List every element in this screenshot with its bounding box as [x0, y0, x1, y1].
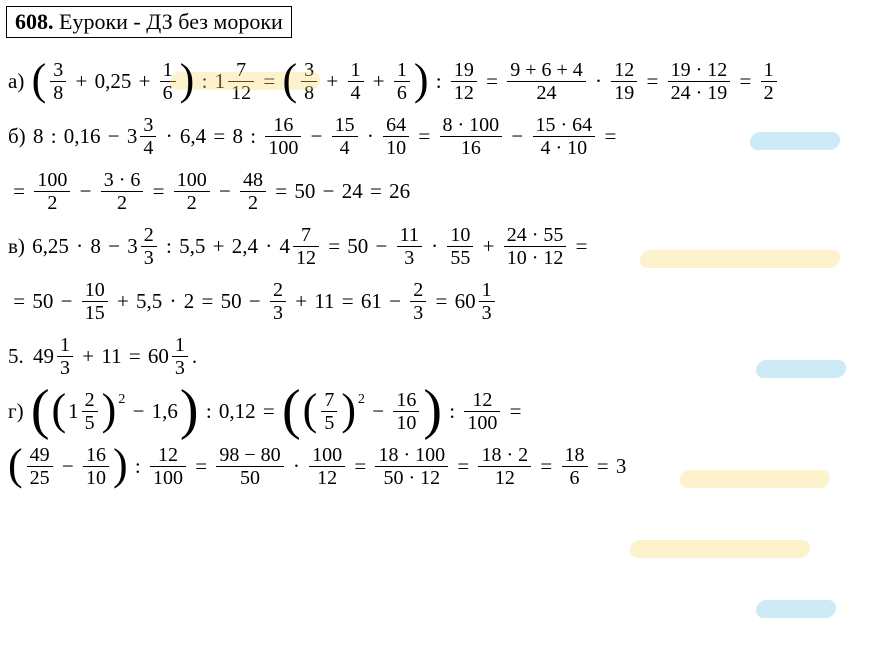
line-v3: 5. 4913 + 11 = 6013 . [8, 335, 866, 378]
frac: 113 [397, 225, 422, 268]
frac: 98 − 8050 [216, 445, 283, 488]
frac: 23 [410, 280, 426, 323]
frac: 482 [240, 170, 266, 213]
frac: 23 [270, 280, 286, 323]
frac: 1002 [174, 170, 210, 213]
mixed: 334 [127, 115, 159, 158]
mixed: 323 [127, 225, 159, 268]
frac: 14 [348, 60, 364, 103]
line-v2: = 50 − 1015 + 5,5 · 2 = 50 − 23 + 11 = 6… [8, 280, 866, 323]
frac: 186 [562, 445, 588, 488]
frac: 16 [160, 60, 176, 103]
frac: 18 · 212 [478, 445, 531, 488]
mixed: 6013 [455, 280, 497, 323]
content: а) ( 38 + 0,25 + 16 ) : 1712 = ( 38 + 14… [0, 60, 874, 508]
frac: 15 · 644 · 10 [533, 115, 596, 158]
frac: 38 [301, 60, 317, 103]
frac: 1610 [393, 390, 419, 433]
frac: 38 [50, 60, 66, 103]
frac: 10012 [309, 445, 345, 488]
frac: 1912 [451, 60, 477, 103]
exponent: 2 [118, 392, 125, 407]
frac: 4925 [27, 445, 53, 488]
mixed: 4712 [279, 225, 321, 268]
frac: 12 [761, 60, 777, 103]
exponent: 2 [358, 392, 365, 407]
mixed: 125 [68, 390, 100, 433]
mixed: 1712 [215, 60, 257, 103]
label-g: г) [8, 400, 29, 423]
frac: 12100 [150, 445, 186, 488]
line-b2: = 1002 − 3 · 62 = 1002 − 482 = 50 − 24 =… [8, 170, 866, 213]
frac: 8 · 10016 [440, 115, 503, 158]
frac: 19 · 1224 · 19 [668, 60, 731, 103]
frac: 16 [394, 60, 410, 103]
frac: 1219 [611, 60, 637, 103]
frac: 12100 [464, 390, 500, 433]
mixed: 4913 [33, 335, 75, 378]
line-a: а) ( 38 + 0,25 + 16 ) : 1712 = ( 38 + 14… [8, 60, 866, 103]
label-v: в) [8, 235, 30, 258]
frac: 18 · 10050 · 12 [375, 445, 448, 488]
problem-header: 608. Еуроки - ДЗ без мороки [6, 6, 292, 38]
frac: 1610 [83, 445, 109, 488]
label-b: б) [8, 125, 31, 148]
line-v1: в) 6,25 · 8 − 323 : 5,5 + 2,4 · 4712 = 5… [8, 225, 866, 268]
label-a: а) [8, 70, 30, 93]
frac: 154 [332, 115, 358, 158]
frac: 1015 [82, 280, 108, 323]
frac: 1055 [447, 225, 473, 268]
frac: 16100 [265, 115, 301, 158]
frac: 9 + 6 + 424 [507, 60, 586, 103]
line-g1: г) ( ( 125 ) 2 − 1,6 ) : 0,12 = ( ( 75 )… [8, 390, 866, 433]
frac: 3 · 62 [101, 170, 144, 213]
line-g2: ( 4925 − 1610 ) : 12100 = 98 − 8050 · 10… [8, 445, 866, 488]
frac: 1002 [34, 170, 70, 213]
problem-number: 608. [15, 9, 54, 34]
frac: 75 [321, 390, 337, 433]
mixed: 6013 [148, 335, 190, 378]
frac: 24 · 5510 · 12 [504, 225, 567, 268]
line-b1: б) 8 : 0,16 − 334 · 6,4 = 8 : 16100 − 15… [8, 115, 866, 158]
brand-text: Еуроки - ДЗ без мороки [59, 9, 283, 34]
frac: 6410 [383, 115, 409, 158]
